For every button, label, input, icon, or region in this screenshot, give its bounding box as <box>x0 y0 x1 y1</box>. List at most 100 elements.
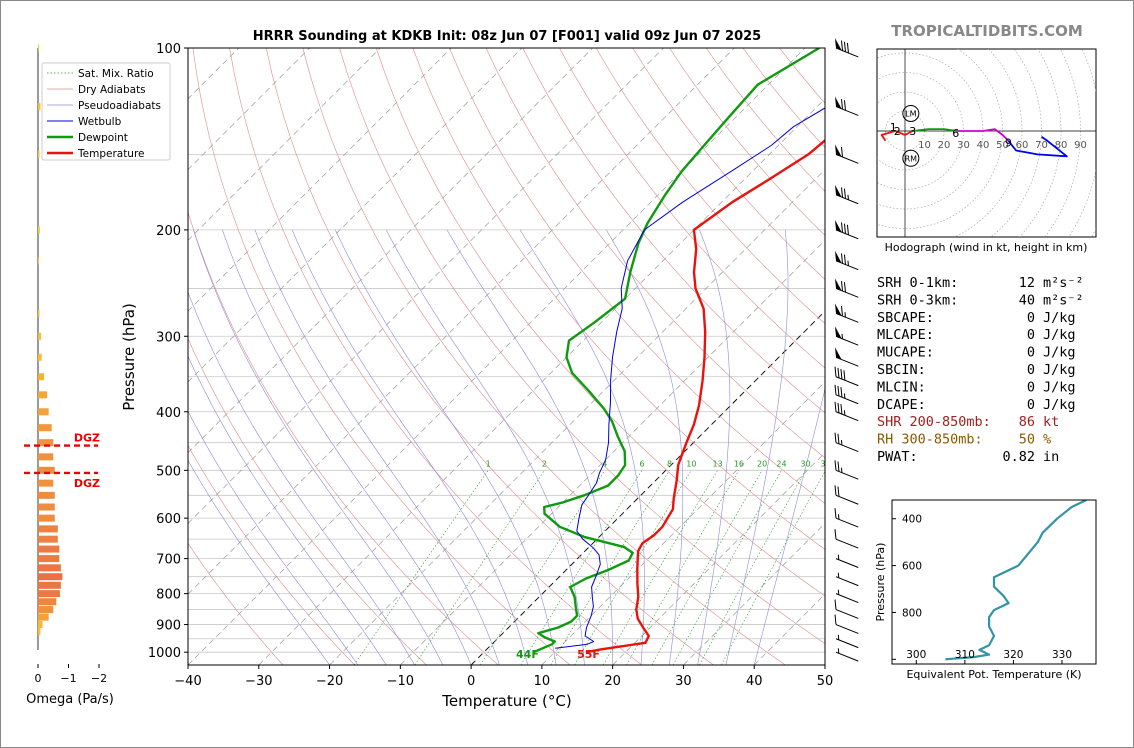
stat-unit: J/kg <box>1043 362 1076 378</box>
x-tick-label: −40 <box>174 674 201 689</box>
wind-barb <box>835 554 859 568</box>
hodograph-ring-label: 50 <box>996 140 1009 151</box>
theta-e-y-tick-label: 800 <box>902 607 922 619</box>
mixing-ratio-line <box>626 470 740 665</box>
isotherm-line <box>541 381 825 665</box>
x-tick-label: 0 <box>467 674 475 689</box>
stat-row: SRH 0-3km: 40 m²s⁻² <box>877 292 1084 308</box>
chart-legend: Sat. Mix. Ratio Dry Adiabats Pseudoadiabat… <box>41 62 171 161</box>
stat-label: SHR 200-850mb: <box>877 414 991 430</box>
omega-bar <box>38 606 54 614</box>
hodograph-ring-label: 60 <box>1016 140 1029 151</box>
dgz-label: DGZ <box>74 477 100 490</box>
stat-unit: in <box>1043 449 1059 465</box>
y-tick-label: 200 <box>156 224 181 239</box>
omega-panel: 0 −1 −2 DGZ DGZ <box>24 44 107 685</box>
stat-label: MLCIN: <box>877 379 926 395</box>
stat-row: SHR 200-850mb: 86 kt <box>877 414 1059 430</box>
hodograph-ring-label: 70 <box>1035 140 1048 151</box>
wind-barb <box>834 432 859 453</box>
moist-adiabat <box>385 229 585 665</box>
stat-value: 0 <box>1027 345 1035 361</box>
mixing-ratio-label: 4 <box>602 459 607 468</box>
omega-bar <box>38 373 45 381</box>
theta-e-y-tick-label: 600 <box>902 561 922 573</box>
omega-bar <box>38 103 41 111</box>
moist-adiabat <box>188 291 415 665</box>
mixing-ratio-line <box>602 470 718 665</box>
moist-adiabat <box>193 229 444 665</box>
hodograph-ring-label: 30 <box>957 140 970 151</box>
storm-motion-marker <box>902 104 920 122</box>
omega-bar <box>38 479 54 487</box>
hodograph-caption: Hodograph (wind in kt, height in km) <box>885 241 1088 254</box>
stat-value: 0 <box>1027 327 1035 343</box>
y-axis-label: Pressure (hPa) <box>120 303 138 411</box>
stat-unit: m²s⁻² <box>1043 275 1084 291</box>
stat-label: SBCAPE: <box>877 310 934 326</box>
stat-row: MLCIN: 0 J/kg <box>877 379 1076 395</box>
wind-barb <box>835 347 859 367</box>
moist-adiabat <box>335 229 557 665</box>
wind-barb <box>834 485 859 505</box>
skewt-profiles: 55F 44F <box>516 48 825 661</box>
x-tick-label: −20 <box>316 674 343 689</box>
series-line-wetbulb <box>555 107 825 649</box>
omega-bar <box>38 309 40 317</box>
theta-e-panel: 300 310 320 330 400 600 800 <box>892 500 1087 664</box>
stat-unit: kt <box>1043 414 1059 430</box>
stat-label: SRH 0-3km: <box>877 292 958 308</box>
mixing-ratio-label: 8 <box>667 459 672 468</box>
mixing-ratio-line <box>574 470 692 665</box>
omega-bar <box>38 621 43 629</box>
wind-barb <box>834 401 859 422</box>
y-tick-label: 900 <box>156 619 181 634</box>
brand-watermark: TROPICALTIDBITS.COM <box>891 22 1083 40</box>
wind-barb <box>834 599 859 619</box>
y-tick-label: 700 <box>156 553 181 568</box>
hodograph-trace <box>880 130 914 142</box>
stat-unit: m²s⁻² <box>1043 292 1084 308</box>
theta-e-frame <box>891 499 1097 665</box>
omega-bar <box>38 613 49 621</box>
wind-barb <box>835 589 859 604</box>
omega-bar <box>38 628 41 636</box>
wind-barb <box>835 326 859 346</box>
stat-unit: J/kg <box>1043 345 1076 361</box>
stat-value: 50 <box>1019 432 1035 448</box>
sounding-stats: SRH 0-1km: 12 m²s⁻² SRH 0-3km: 40 m²s⁻² SBCAPE… <box>877 275 1084 465</box>
moist-adiabat <box>188 410 359 665</box>
y-tick-label: 1000 <box>148 646 181 661</box>
stat-label: DCAPE: <box>877 397 926 413</box>
omega-bar <box>38 226 40 234</box>
stat-row: SBCAPE: 0 J/kg <box>877 310 1076 326</box>
storm-motion-marker <box>902 149 920 167</box>
x-tick-label: −10 <box>387 674 414 689</box>
storm-motion-label: LM <box>905 109 916 118</box>
theta-e-y-label: Pressure (hPa) <box>874 543 887 622</box>
stat-value: 0.82 <box>1002 449 1035 465</box>
stat-value: 0 <box>1027 379 1035 395</box>
surface-temperature-label: 55F <box>577 648 600 661</box>
wind-barb <box>834 366 859 387</box>
mixing-ratio-label: 6 <box>640 459 645 468</box>
stat-label: PWAT: <box>877 449 918 465</box>
x-axis-label: Temperature (°C) <box>441 692 571 710</box>
series-line-temperature <box>586 138 825 654</box>
mixing-ratio-line <box>721 470 825 665</box>
isotherm-line <box>329 169 825 665</box>
hodograph-trace <box>912 128 958 132</box>
omega-bar <box>38 391 48 399</box>
legend-label: Dry Adiabats <box>78 84 146 96</box>
omega-tick-label: −1 <box>60 672 76 685</box>
mixing-ratio-label: 30 <box>800 459 810 468</box>
omega-bar <box>38 439 54 447</box>
height-label: 9 <box>1005 137 1012 150</box>
stat-label: RH 300-850mb: <box>877 432 983 448</box>
wind-barb <box>835 634 859 649</box>
stat-label: SRH 0-1km: <box>877 275 958 291</box>
y-tick-label: 500 <box>156 464 181 479</box>
skewt-background-lines: 1 2 4 6 8 10 13 16 20 24 30 36 <box>188 48 825 665</box>
legend-label: Temperature <box>77 148 145 160</box>
theta-e-x-label: Equivalent Pot. Temperature (K) <box>906 668 1081 681</box>
